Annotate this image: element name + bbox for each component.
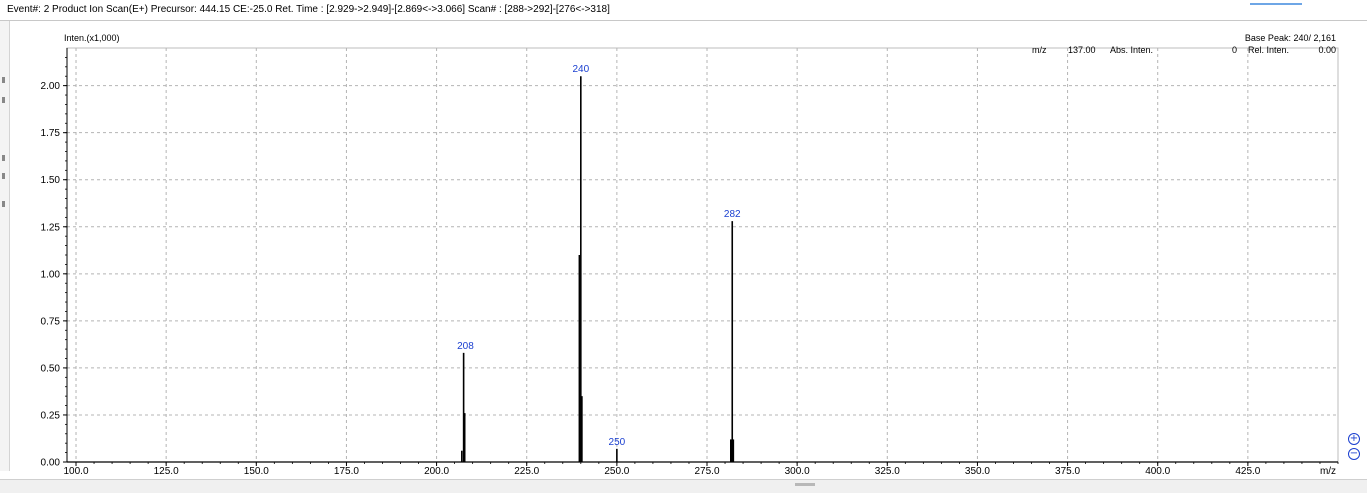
base-peak-readout: Base Peak: 240/ 2,161 <box>1245 33 1336 43</box>
y-tick-label: 0.75 <box>41 316 61 327</box>
x-tick-label: 425.0 <box>1235 466 1260 477</box>
scan-info-text: Event#: 2 Product Ion Scan(E+) Precursor… <box>7 4 610 15</box>
edge-marker <box>2 155 5 161</box>
y-tick-label: 1.25 <box>41 222 61 233</box>
y-tick-label: 1.75 <box>41 128 61 139</box>
x-tick-label: 250.0 <box>604 466 629 477</box>
zoom-out-icon[interactable]: − <box>1348 448 1360 460</box>
x-tick-label: 350.0 <box>965 466 990 477</box>
y-tick-label: 0.25 <box>41 410 61 421</box>
y-tick-label: 2.00 <box>41 81 61 92</box>
rel-inten-label: Rel. Inten. <box>1248 45 1289 55</box>
mz-readout-value: 137.00 <box>1068 45 1096 55</box>
edge-marker <box>2 201 5 207</box>
y-tick-label: 1.50 <box>41 175 61 186</box>
plot-area <box>66 47 1339 463</box>
x-tick-label: 150.0 <box>244 466 269 477</box>
x-tick-label: 275.0 <box>694 466 719 477</box>
abs-inten-label: Abs. Inten. <box>1110 45 1153 55</box>
x-tick-label: 125.0 <box>154 466 179 477</box>
peak-label: 250 <box>609 437 626 448</box>
chart-grid <box>66 47 1339 463</box>
edge-marker <box>2 173 5 179</box>
status-bar <box>0 479 1367 493</box>
x-tick-label: 325.0 <box>875 466 900 477</box>
chart-axes: 0.00 0.25 0.50 0.75 1.00 1.25 1.50 1.75 2.00 100.… <box>41 48 1339 477</box>
edge-marker <box>2 97 5 103</box>
header-link-underline[interactable] <box>1250 0 1302 5</box>
y-tick-label: 0.50 <box>41 363 61 374</box>
peak-label: 282 <box>724 209 741 220</box>
left-panel-edge[interactable] <box>0 21 10 471</box>
peak-labels-layer: 208 240 250 282 <box>457 64 741 448</box>
x-tick-label: 100.0 <box>63 466 88 477</box>
x-tick-label: 225.0 <box>514 466 539 477</box>
x-axis-label: m/z <box>1320 466 1336 477</box>
x-tick-label: 300.0 <box>785 466 810 477</box>
zoom-in-icon[interactable]: + <box>1348 433 1360 445</box>
spectrum-chart[interactable]: 0.00 0.25 0.50 0.75 1.00 1.25 1.50 1.75 2.00 100.… <box>0 21 1367 479</box>
abs-inten-value: 0 <box>1232 45 1237 55</box>
peaks-layer <box>461 76 735 462</box>
y-axis-label: Inten.(x1,000) <box>64 33 120 43</box>
x-tick-label: 400.0 <box>1145 466 1170 477</box>
splitter-handle[interactable] <box>795 483 815 486</box>
x-tick-label: 175.0 <box>334 466 359 477</box>
y-tick-label: 0.00 <box>41 458 61 469</box>
y-tick-label: 1.00 <box>41 269 61 280</box>
x-tick-label: 375.0 <box>1055 466 1080 477</box>
x-tick-label: 200.0 <box>424 466 449 477</box>
edge-marker <box>2 77 5 83</box>
rel-inten-value: 0.00 <box>1318 45 1336 55</box>
spectrum-header: Event#: 2 Product Ion Scan(E+) Precursor… <box>0 0 1367 21</box>
mz-readout-label: m/z <box>1032 45 1047 55</box>
peak-label: 240 <box>572 64 589 75</box>
peak-label: 208 <box>457 341 474 352</box>
